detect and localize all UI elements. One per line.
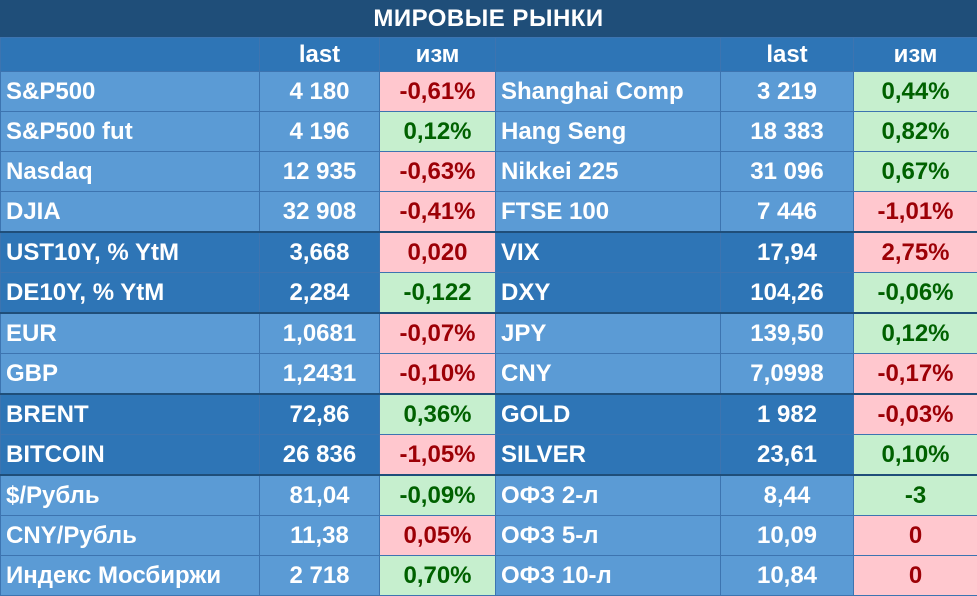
instrument-name-right: JPY [496, 313, 721, 354]
change-value-right: -0,03% [854, 394, 977, 435]
change-value-right: -0,06% [854, 273, 977, 314]
change-value-right: 0,44% [854, 72, 977, 112]
instrument-name-right: Nikkei 225 [496, 152, 721, 192]
last-value-left: 1,0681 [260, 313, 380, 354]
last-value-right: 7,0998 [721, 354, 854, 395]
last-value-right: 139,50 [721, 313, 854, 354]
change-value-left: -0,63% [380, 152, 496, 192]
last-value-left: 72,86 [260, 394, 380, 435]
change-value-left: 0,020 [380, 232, 496, 273]
instrument-name-right: Shanghai Comp [496, 72, 721, 112]
last-value-left: 11,38 [260, 516, 380, 556]
header-row: last изм last изм [1, 38, 977, 72]
change-value-left: -0,41% [380, 192, 496, 233]
instrument-name-right: FTSE 100 [496, 192, 721, 233]
last-value-right: 17,94 [721, 232, 854, 273]
change-value-left: -0,122 [380, 273, 496, 314]
instrument-name-right: Hang Seng [496, 112, 721, 152]
last-value-right: 1 982 [721, 394, 854, 435]
page-title: МИРОВЫЕ РЫНКИ [0, 0, 977, 37]
instrument-name-left: DJIA [1, 192, 260, 233]
last-value-right: 3 219 [721, 72, 854, 112]
instrument-name-left: EUR [1, 313, 260, 354]
change-value-right: 2,75% [854, 232, 977, 273]
change-value-left: 0,05% [380, 516, 496, 556]
instrument-name-left: GBP [1, 354, 260, 395]
last-value-left: 32 908 [260, 192, 380, 233]
change-value-right: -3 [854, 475, 977, 516]
last-value-left: 4 196 [260, 112, 380, 152]
instrument-name-left: S&P500 [1, 72, 260, 112]
change-value-right: 0,82% [854, 112, 977, 152]
instrument-name-right: CNY [496, 354, 721, 395]
last-value-left: 81,04 [260, 475, 380, 516]
change-value-left: -0,07% [380, 313, 496, 354]
last-value-left: 12 935 [260, 152, 380, 192]
change-value-left: -0,09% [380, 475, 496, 516]
instrument-name-right: DXY [496, 273, 721, 314]
last-value-left: 4 180 [260, 72, 380, 112]
instrument-name-right: ОФЗ 2-л [496, 475, 721, 516]
last-value-right: 104,26 [721, 273, 854, 314]
change-value-right: 0,12% [854, 313, 977, 354]
change-value-left: 0,36% [380, 394, 496, 435]
change-value-right: 0 [854, 516, 977, 556]
header-change-left: изм [380, 38, 496, 72]
last-value-right: 31 096 [721, 152, 854, 192]
last-value-right: 18 383 [721, 112, 854, 152]
last-value-right: 7 446 [721, 192, 854, 233]
instrument-name-left: UST10Y, % YtM [1, 232, 260, 273]
change-value-right: -1,01% [854, 192, 977, 233]
last-value-left: 2,284 [260, 273, 380, 314]
last-value-right: 23,61 [721, 435, 854, 476]
instrument-name-left: BRENT [1, 394, 260, 435]
last-value-left: 1,2431 [260, 354, 380, 395]
instrument-name-right: VIX [496, 232, 721, 273]
change-value-left: -1,05% [380, 435, 496, 476]
header-blank-right [496, 38, 721, 72]
header-blank-left [1, 38, 260, 72]
instrument-name-left: DE10Y, % YtM [1, 273, 260, 314]
instrument-name-right: GOLD [496, 394, 721, 435]
instrument-name-left: BITCOIN [1, 435, 260, 476]
change-value-right: 0,10% [854, 435, 977, 476]
header-last-right: last [721, 38, 854, 72]
change-value-right: 0,67% [854, 152, 977, 192]
last-value-right: 10,09 [721, 516, 854, 556]
change-value-left: 0,12% [380, 112, 496, 152]
last-value-left: 26 836 [260, 435, 380, 476]
instrument-name-left: $/Рубль [1, 475, 260, 516]
instrument-name-left: CNY/Рубль [1, 516, 260, 556]
header-last-left: last [260, 38, 380, 72]
instrument-name-left: Nasdaq [1, 152, 260, 192]
instrument-name-right: SILVER [496, 435, 721, 476]
header-change-right: изм [854, 38, 977, 72]
change-value-left: -0,10% [380, 354, 496, 395]
last-value-right: 8,44 [721, 475, 854, 516]
instrument-name-left: S&P500 fut [1, 112, 260, 152]
change-value-left: -0,61% [380, 72, 496, 112]
instrument-name-right: ОФЗ 5-л [496, 516, 721, 556]
change-value-right: -0,17% [854, 354, 977, 395]
last-value-left: 3,668 [260, 232, 380, 273]
